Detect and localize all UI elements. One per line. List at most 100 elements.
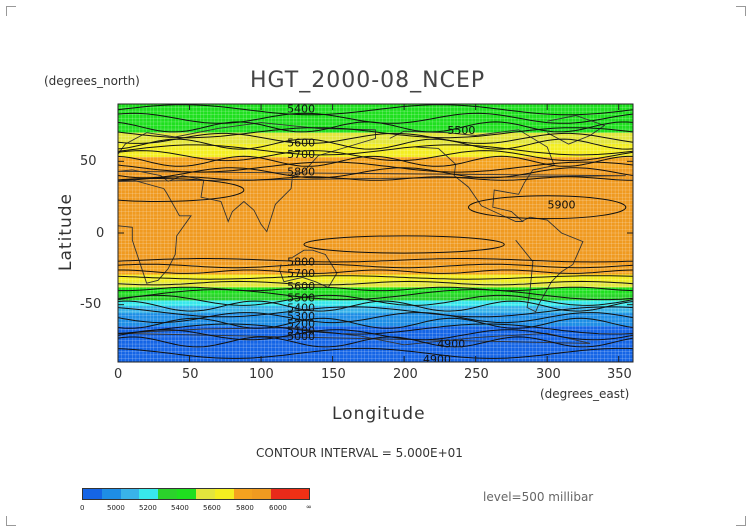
x-tick-label: 250 <box>464 367 489 382</box>
heatmap-band <box>118 145 633 148</box>
continent-outline <box>389 129 555 222</box>
heatmap-band <box>118 198 633 201</box>
heatmap-band <box>118 238 633 241</box>
heatmap-band <box>118 225 633 228</box>
x-tick-label: 100 <box>249 367 274 382</box>
colorbar-swatch <box>233 489 253 499</box>
contour-line <box>118 269 633 274</box>
heatmap-band <box>118 187 633 190</box>
heatmap-band <box>118 356 633 359</box>
heatmap-band <box>118 323 633 326</box>
contour-loop <box>303 235 505 254</box>
colorbar-tick-label: 5400 <box>171 504 189 512</box>
contour-line <box>118 161 633 173</box>
heatmap-band <box>118 233 633 236</box>
heatmap-band <box>118 158 633 161</box>
heatmap-band <box>118 320 633 323</box>
heatmap-band <box>118 310 633 313</box>
corner-mark-bottom-right <box>736 516 746 526</box>
heatmap-band <box>118 330 633 333</box>
heatmap-band <box>118 303 633 306</box>
contour-interval-note: CONTOUR INTERVAL = 5.000E+01 <box>256 446 463 460</box>
colorbar-tick-label: 5800 <box>236 504 254 512</box>
heatmap-band <box>118 314 633 317</box>
heatmap-band <box>118 138 633 141</box>
heatmap-band <box>118 257 633 260</box>
x-tick-label: 300 <box>536 367 561 382</box>
heatmap-band <box>118 343 633 346</box>
heatmap-band <box>118 313 633 316</box>
contour-label: 5500 <box>447 124 475 137</box>
y-units-label: (degrees_north) <box>44 74 140 88</box>
heatmap-band <box>118 175 633 178</box>
contour-label: 5800 <box>287 165 315 178</box>
colorbar-tick-label: 5000 <box>107 504 125 512</box>
heatmap-band <box>118 111 633 114</box>
contour-line <box>118 104 633 116</box>
colorbar-swatch <box>214 489 234 499</box>
heatmap-band <box>118 159 633 162</box>
contour-label: 5300 <box>287 310 315 323</box>
heatmap-band <box>118 283 633 286</box>
heatmap-band <box>118 165 633 168</box>
heatmap-band <box>118 341 633 344</box>
heatmap-band <box>118 293 633 296</box>
heatmap-band <box>118 329 633 332</box>
heatmap-band <box>118 114 633 117</box>
heatmap-band <box>118 304 633 307</box>
heatmap-band <box>118 245 633 248</box>
heatmap-band <box>118 144 633 147</box>
heatmap-band <box>118 112 633 115</box>
heatmap-band <box>118 284 633 287</box>
heatmap-band <box>118 244 633 247</box>
heatmap-band <box>118 264 633 267</box>
colorbar-swatch <box>271 489 291 499</box>
heatmap-band <box>118 324 633 327</box>
heatmap-band <box>118 271 633 274</box>
heatmap-band <box>118 109 633 112</box>
heatmap-band <box>118 174 633 177</box>
heatmap-band <box>118 178 633 181</box>
contour-line <box>118 258 633 263</box>
heatmap-band <box>118 171 633 174</box>
heatmap-band <box>118 124 633 127</box>
contour-line <box>118 167 633 179</box>
heatmap-band <box>118 218 633 221</box>
heatmap-band <box>118 214 633 217</box>
contour-label: 5800 <box>287 256 315 269</box>
contour-label: 5000 <box>287 330 315 343</box>
colorbar-swatch <box>139 489 159 499</box>
contour-line <box>118 329 633 341</box>
continent-outline <box>546 115 606 145</box>
heatmap-band <box>118 205 633 208</box>
heatmap-band <box>118 261 633 264</box>
heatmap-band <box>118 258 633 261</box>
colorbar-swatch <box>177 489 196 499</box>
contour-line <box>118 263 633 269</box>
heatmap-band <box>118 161 633 164</box>
heatmap-band <box>118 274 633 277</box>
heatmap-band <box>118 339 633 342</box>
heatmap-band <box>118 278 633 281</box>
colorbar-swatch <box>83 489 102 499</box>
heatmap-band <box>118 234 633 237</box>
chart-plot-area: 5400550056005700580059005800570056005500… <box>117 103 634 366</box>
contour-line <box>118 347 633 359</box>
heatmap-band <box>118 126 633 129</box>
contour-line <box>118 144 633 156</box>
level-label: level=500 millibar <box>483 490 594 504</box>
heatmap-band <box>118 311 633 314</box>
corner-mark-bottom-left <box>6 516 16 526</box>
heatmap-band <box>118 317 633 320</box>
heatmap-band <box>118 122 633 125</box>
heatmap-band <box>118 254 633 257</box>
y-tick-label: 50 <box>80 154 97 169</box>
colorbar-swatch <box>158 489 178 499</box>
contour-line <box>118 150 633 162</box>
heatmap-band <box>118 340 633 343</box>
heatmap-band <box>118 139 633 142</box>
heatmap-band <box>118 255 633 258</box>
contour-line <box>118 312 633 324</box>
contour-label: 4900 <box>423 353 451 366</box>
heatmap-band <box>118 217 633 220</box>
